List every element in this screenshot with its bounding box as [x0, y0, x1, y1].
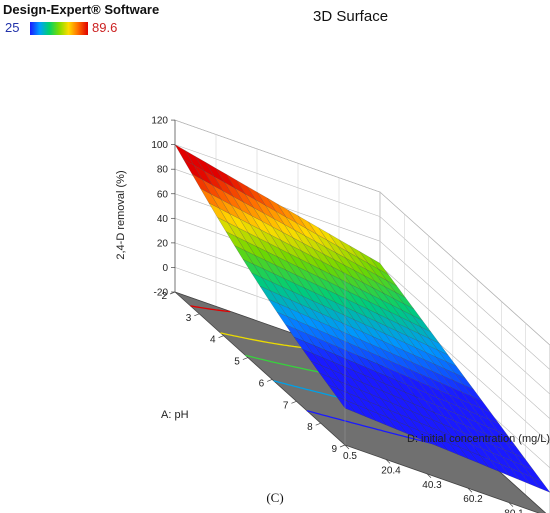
- contour-line: [190, 305, 231, 313]
- response-surface: [174, 144, 550, 493]
- chart-title: 3D Surface: [313, 8, 389, 25]
- x-tick-mark: [218, 335, 224, 339]
- x-axis-ticks: 2 3 4 5 6 7 8 9: [161, 291, 346, 455]
- x-tick-label: 6: [259, 378, 265, 389]
- software-label: Design-Expert® Software: [3, 2, 160, 17]
- x-tick-label: 9: [331, 444, 337, 455]
- z-tick-label: 80: [157, 165, 169, 176]
- y-tick-label: 40.3: [422, 480, 442, 491]
- x-axis-title: A: pH: [161, 409, 189, 421]
- z-axis-ticks: 120 100 80 60 40 20 0 -20: [151, 116, 175, 299]
- y-tick-label: 60.2: [463, 494, 483, 505]
- x-tick-mark: [169, 291, 176, 295]
- x-tick-label: 2: [161, 291, 167, 302]
- y-tick-label: 80.1: [504, 509, 524, 513]
- z-tick-label: 100: [151, 140, 168, 151]
- legend-max-label: 89.6: [92, 20, 118, 35]
- z-axis-title: 2,4-D removal (%): [115, 170, 127, 259]
- y-tick-mark: [467, 487, 473, 493]
- z-tick-label: 40: [157, 214, 169, 225]
- y-tick-label: 0.5: [343, 451, 357, 462]
- x-tick-mark: [267, 379, 273, 382]
- x-tick-mark: [339, 444, 346, 448]
- x-tick-label: 8: [307, 422, 313, 433]
- z-tick-label: 60: [157, 189, 169, 200]
- x-tick-mark: [291, 400, 297, 404]
- x-tick-mark: [315, 422, 321, 426]
- z-tick-label: 0: [162, 263, 168, 274]
- y-tick-mark: [426, 473, 432, 479]
- z-tick-label: 120: [151, 116, 168, 127]
- color-legend-bar: [30, 22, 88, 35]
- x-tick-label: 4: [210, 335, 216, 346]
- legend-min-label: 25: [5, 20, 20, 35]
- y-tick-mark: [508, 502, 514, 507]
- y-axis-ticks: 0.520.440.360.280.1100: [343, 444, 524, 513]
- y-tick-mark: [385, 459, 391, 464]
- y-axis-title: D: initial concentration (mg/L): [407, 433, 550, 445]
- y-tick-mark: [344, 444, 350, 450]
- z-tick-label: -20: [154, 288, 169, 299]
- box-frame: [174, 120, 346, 445]
- x-tick-mark: [194, 313, 200, 317]
- x-tick-mark: [242, 357, 248, 360]
- x-tick-label: 3: [186, 313, 192, 324]
- z-tick-label: 20: [157, 238, 169, 249]
- x-tick-label: 7: [283, 400, 289, 411]
- figure-caption: (C): [266, 490, 284, 505]
- y-tick-label: 20.4: [381, 465, 401, 476]
- surface-cell: [335, 396, 356, 413]
- x-tick-label: 5: [234, 357, 240, 368]
